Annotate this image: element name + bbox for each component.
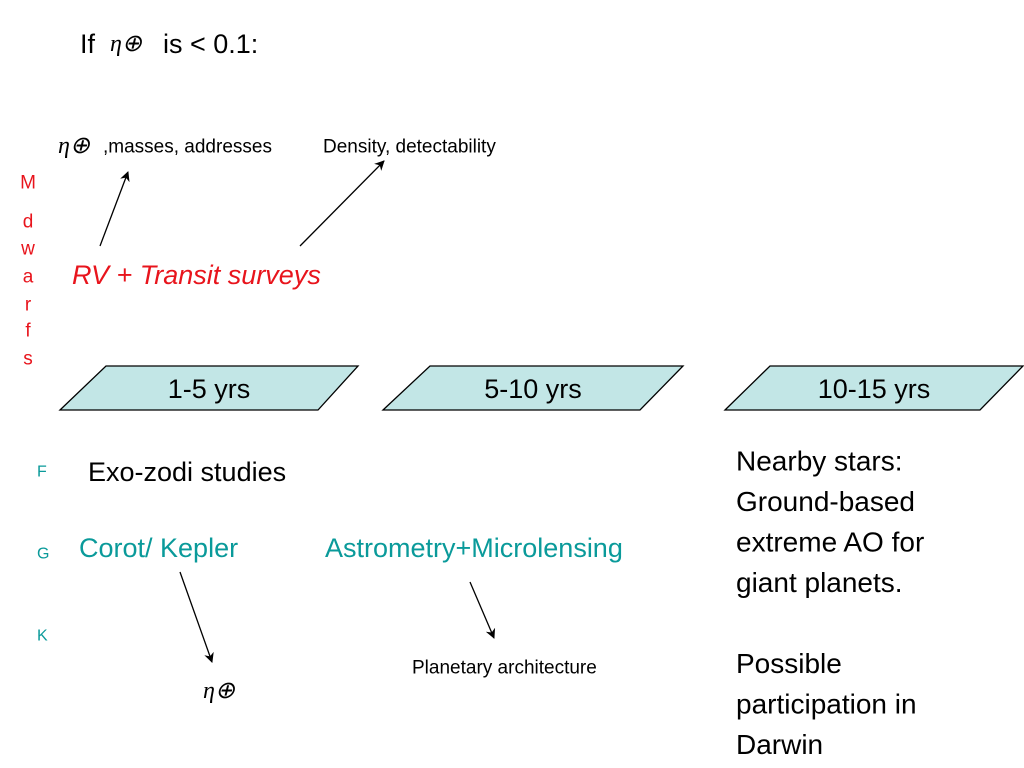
star-type: F [37,464,47,481]
right-line: Ground-based [736,486,915,517]
arrow [469,581,496,639]
right-line: Nearby stars: [736,446,903,477]
corot-label: Corot/ Kepler [79,533,238,563]
right-line: participation in [736,689,917,720]
arrow [99,171,130,247]
side-letter: d [23,212,34,233]
side-letter: r [25,295,32,316]
title-prefix: If [80,29,96,59]
arrow [299,160,385,247]
right-line: Darwin [736,729,823,760]
timeline-box [723,365,1024,411]
timeline-label: 10-15 yrs [818,374,931,404]
right-line: extreme AO for [736,527,924,558]
title-suffix: is < 0.1: [163,29,258,59]
exo-zodi-label: Exo-zodi studies [88,457,286,487]
side-letter: w [20,239,35,260]
timeline-label: 5-10 yrs [484,374,582,404]
right-text: Nearby stars: Ground-based extreme AO for g… [736,446,924,761]
star-type: G [37,546,49,563]
star-type: K [37,628,48,645]
side-letter: a [23,267,34,288]
timeline-box [58,365,360,411]
side-letter: s [23,349,33,370]
planetary-label: Planetary architecture [412,658,597,679]
right-line: Possible [736,648,842,679]
title-symbol: η⊕ [110,31,143,57]
arrow [179,571,214,663]
right-line: giant planets. [736,567,903,598]
masses-label: ,masses, addresses [103,137,272,158]
timeline-box [381,365,685,411]
eta-symbol: η⊕ [58,133,91,159]
side-letter: M [20,173,36,194]
surveys-label: RV + Transit surveys [72,260,321,290]
astrometry-label: Astrometry+Microlensing [325,533,623,563]
side-letter: f [25,321,31,342]
density-label: Density, detectability [323,137,496,158]
eta-symbol: η⊕ [203,678,236,704]
timeline-label: 1-5 yrs [168,374,251,404]
